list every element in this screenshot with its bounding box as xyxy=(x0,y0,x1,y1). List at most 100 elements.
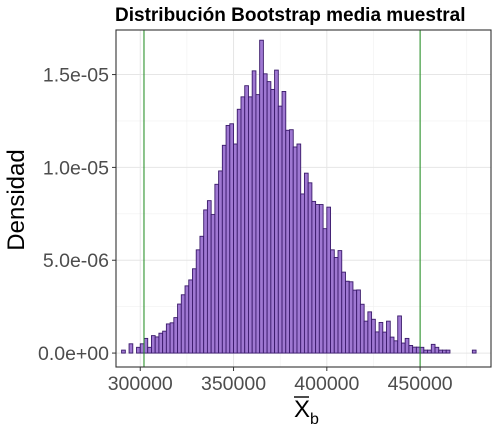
x-axis-title-main: X xyxy=(294,396,310,423)
histogram-bar xyxy=(128,343,134,354)
histogram-bar xyxy=(210,214,216,354)
histogram-bar xyxy=(419,346,425,354)
histogram-bar xyxy=(393,340,399,354)
histogram-bar xyxy=(173,317,179,354)
histogram-bar xyxy=(214,183,220,354)
y-tick-label: 0.0e+00 xyxy=(38,343,109,365)
histogram-bar xyxy=(311,200,317,354)
histogram-bar xyxy=(218,170,223,354)
histogram-bar xyxy=(195,249,201,354)
histogram-bar xyxy=(225,124,231,354)
histogram-bar xyxy=(404,337,410,354)
histogram-bar xyxy=(244,85,249,354)
x-axis-title-subscript: b xyxy=(310,411,319,428)
histogram-bar xyxy=(386,320,391,354)
histogram-bar xyxy=(136,346,141,354)
interval-lines xyxy=(143,30,421,367)
histogram-bar xyxy=(277,105,283,354)
histogram-bar xyxy=(341,271,346,354)
histogram-bar xyxy=(296,143,302,354)
histogram-bar xyxy=(274,69,279,354)
histogram-bar xyxy=(143,337,149,354)
x-tick-label: 350000 xyxy=(201,373,266,395)
histogram-bar xyxy=(471,349,477,354)
histogram-bar xyxy=(154,336,160,354)
histogram-bar xyxy=(177,303,182,354)
histogram-bar xyxy=(307,182,313,354)
histogram-bar xyxy=(434,346,440,354)
histogram-bar xyxy=(121,349,126,354)
histogram-bar xyxy=(438,349,443,354)
y-axis-ticks: 0.0e+00 5.0e-06 1.0e-05 1.5e-05 xyxy=(38,65,116,365)
histogram-bar xyxy=(262,73,268,354)
histogram-bar xyxy=(348,281,354,354)
histogram-bar xyxy=(221,144,227,354)
histogram-bar xyxy=(303,172,309,354)
histogram-bar xyxy=(169,322,175,354)
y-tick-label: 5.0e-06 xyxy=(43,250,109,272)
histogram-bar xyxy=(363,320,369,354)
histogram-bar xyxy=(322,228,328,354)
histogram-bar xyxy=(330,249,335,354)
histogram-bar xyxy=(206,200,212,354)
histogram-bar xyxy=(158,332,164,354)
histogram-bar xyxy=(188,279,193,354)
histogram-bar xyxy=(412,346,417,354)
histogram-bar xyxy=(251,70,257,354)
histogram-bar xyxy=(259,39,264,354)
histogram-bar xyxy=(442,349,447,354)
histogram-bar xyxy=(139,343,145,354)
histogram-bar xyxy=(415,346,421,354)
histogram-bar xyxy=(427,349,432,354)
histogram-bar xyxy=(184,285,190,354)
plot-panel-border xyxy=(115,29,492,368)
histogram-bar xyxy=(389,336,395,354)
histogram-bar xyxy=(318,204,324,354)
histogram-bar xyxy=(180,294,186,354)
histogram-bar xyxy=(270,88,276,354)
histogram-bar xyxy=(150,335,156,354)
histogram-bar xyxy=(240,96,246,354)
x-tick-label: 300000 xyxy=(108,373,173,395)
histogram-bar xyxy=(236,108,242,354)
histogram-bar xyxy=(285,129,290,354)
histogram-bar xyxy=(281,91,287,354)
histogram-bar xyxy=(292,146,298,354)
histogram-bar xyxy=(400,342,406,354)
histogram-bar xyxy=(367,311,373,354)
histogram-bar xyxy=(203,209,208,354)
histogram-bar xyxy=(374,331,380,354)
y-axis-title: Densidad xyxy=(3,149,30,250)
histogram-bar xyxy=(397,315,402,354)
histogram-bar xyxy=(165,323,171,354)
histogram-bar xyxy=(315,204,320,354)
histogram-bar xyxy=(300,193,305,354)
histogram-bar xyxy=(430,343,436,354)
histogram-bar xyxy=(147,346,152,354)
histogram-bar xyxy=(229,123,234,354)
histogram-bar xyxy=(371,318,376,354)
x-axis-title: X b xyxy=(294,396,319,428)
histogram-bar xyxy=(382,331,387,354)
histogram-bar xyxy=(423,349,429,354)
x-axis-ticks: 300000 350000 400000 450000 xyxy=(108,367,453,395)
histogram-bar xyxy=(345,280,350,354)
histogram-bar xyxy=(333,257,339,354)
histogram-bar xyxy=(266,81,272,354)
histogram-bar xyxy=(445,349,451,354)
histogram-bar xyxy=(255,94,261,354)
histogram-bar xyxy=(233,143,238,354)
chart-title: Distribución Bootstrap media muestral xyxy=(115,5,466,26)
histogram-bar xyxy=(289,129,294,354)
histogram-bar xyxy=(378,321,384,354)
histogram-bar xyxy=(192,268,197,354)
histogram-bar xyxy=(326,206,332,354)
y-tick-label: 1.5e-05 xyxy=(43,65,109,87)
x-tick-label: 450000 xyxy=(388,373,453,395)
x-tick-label: 400000 xyxy=(294,373,359,395)
histogram-bar xyxy=(248,96,253,354)
y-tick-label: 1.0e-05 xyxy=(43,157,109,179)
histogram-bars xyxy=(121,39,477,354)
histogram-bar xyxy=(356,289,361,354)
